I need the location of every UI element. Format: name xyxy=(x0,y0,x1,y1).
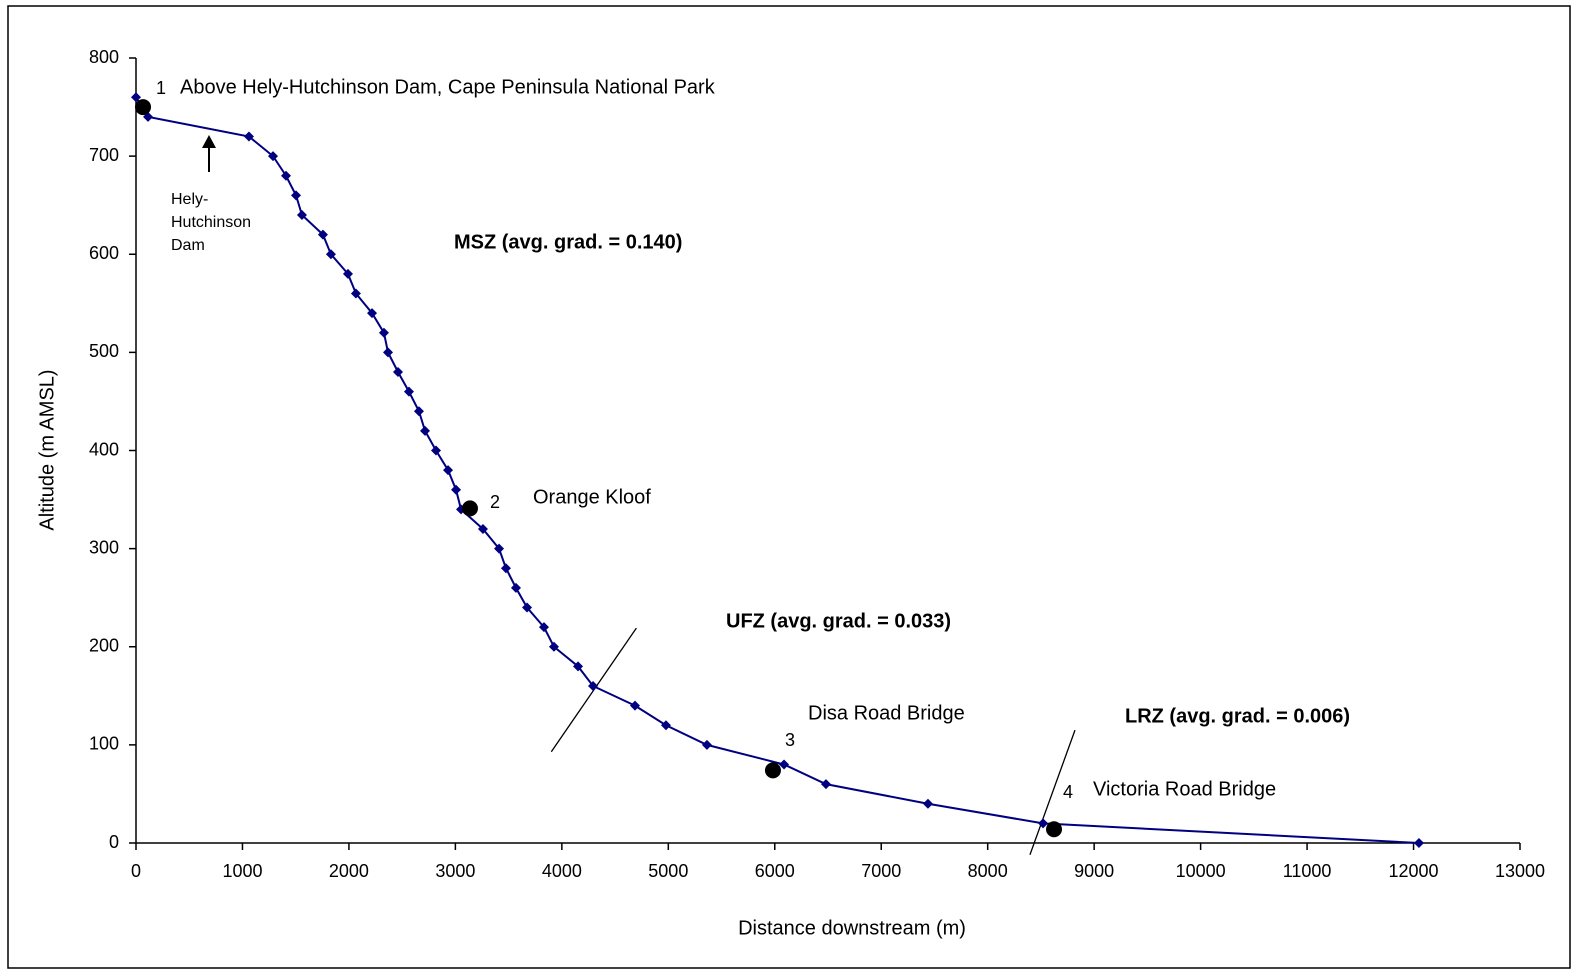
y-tick-label: 400 xyxy=(89,439,119,459)
site-name: Victoria Road Bridge xyxy=(1093,778,1276,800)
x-axis-label: Distance downstream (m) xyxy=(738,917,966,939)
x-tick-label: 9000 xyxy=(1074,861,1114,881)
x-tick-label: 2000 xyxy=(329,861,369,881)
site-number: 2 xyxy=(490,492,500,512)
y-tick-label: 800 xyxy=(89,47,119,67)
x-tick-label: 13000 xyxy=(1495,861,1545,881)
y-tick-label: 100 xyxy=(89,734,119,754)
y-tick-label: 0 xyxy=(109,832,119,852)
x-tick-label: 6000 xyxy=(755,861,795,881)
site-name: Orange Kloof xyxy=(533,486,651,508)
x-tick-label: 12000 xyxy=(1389,861,1439,881)
x-tick-label: 8000 xyxy=(968,861,1008,881)
x-tick-label: 11000 xyxy=(1283,861,1332,881)
x-tick-label: 10000 xyxy=(1176,861,1226,881)
y-tick-label: 200 xyxy=(89,636,119,656)
chart-frame xyxy=(8,6,1570,968)
site-marker xyxy=(765,762,781,778)
site-marker xyxy=(135,99,151,115)
x-tick-label: 1000 xyxy=(222,861,262,881)
y-tick-label: 600 xyxy=(89,243,119,263)
site-name: Above Hely-Hutchinson Dam, Cape Peninsul… xyxy=(180,76,716,98)
site-name: Disa Road Bridge xyxy=(808,702,965,724)
site-marker xyxy=(1046,821,1062,837)
y-tick-label: 500 xyxy=(89,341,119,361)
zone-label: LRZ (avg. grad. = 0.006) xyxy=(1125,705,1350,727)
dam-label: Dam xyxy=(171,237,205,254)
y-tick-label: 300 xyxy=(89,537,119,557)
y-tick-label: 700 xyxy=(89,145,119,165)
dam-label: Hely- xyxy=(171,191,208,208)
x-tick-label: 7000 xyxy=(861,861,901,881)
x-tick-label: 4000 xyxy=(542,861,582,881)
site-number: 4 xyxy=(1063,782,1073,802)
site-number: 3 xyxy=(785,730,795,750)
chart: Distance downstream (m) Altitude (m AMSL… xyxy=(0,0,1584,977)
x-tick-label: 3000 xyxy=(435,861,475,881)
x-tick-label: 0 xyxy=(131,861,141,881)
x-tick-label: 5000 xyxy=(648,861,688,881)
y-axis-label: Altitude (m AMSL) xyxy=(36,369,58,530)
dam-label: Hutchinson xyxy=(171,214,251,231)
site-number: 1 xyxy=(156,78,166,98)
site-marker xyxy=(462,500,478,516)
zone-label: MSZ (avg. grad. = 0.140) xyxy=(454,231,682,253)
zone-label: UFZ (avg. grad. = 0.033) xyxy=(726,610,951,632)
